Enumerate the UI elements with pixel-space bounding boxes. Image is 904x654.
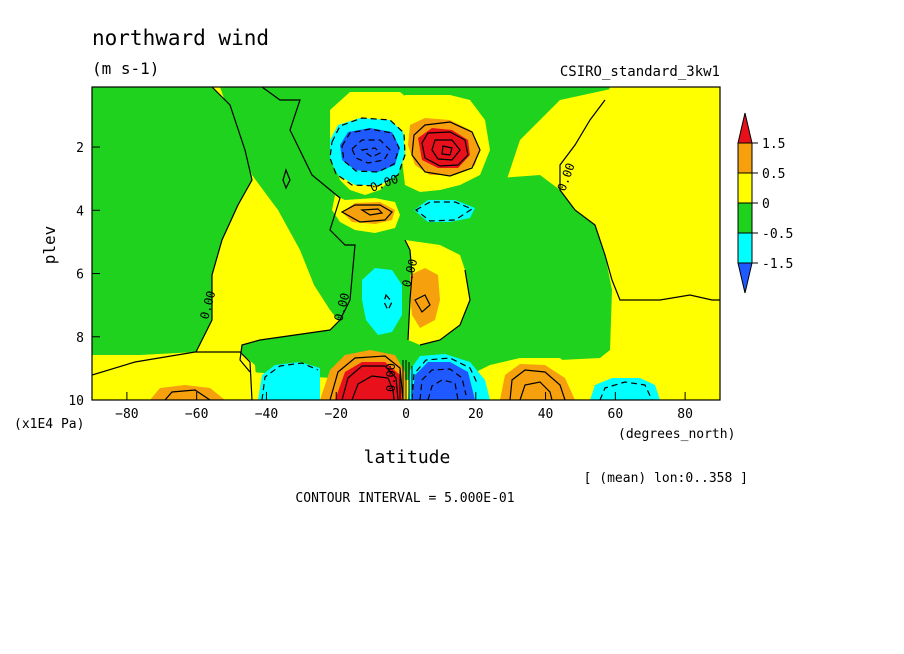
y-tick-label: 6: [76, 268, 84, 283]
colorbar-cyan: [737, 232, 753, 264]
y-tick-label: 2: [76, 141, 84, 156]
contour-interval: CONTOUR INTERVAL = 5.000E-01: [295, 491, 514, 506]
colorbar: 1.5 0.5 0 -0.5 -1.5: [737, 112, 793, 294]
colorbar-label: -1.5: [762, 257, 793, 272]
x-tick-label: −40: [255, 407, 278, 422]
field-positive-east: [560, 87, 720, 300]
field-lower-west-yellow: [92, 352, 258, 400]
x-tick-label: 0: [402, 407, 410, 422]
contours-negative: [261, 117, 653, 400]
y-axis: 2 4 6 8 10: [68, 141, 100, 409]
field-cyan-mid-south: [362, 268, 402, 335]
field-blue-upper: [340, 128, 400, 172]
colorbar-label: 1.5: [762, 137, 785, 152]
y-tick-label: 4: [76, 204, 84, 219]
x-axis-units: (degrees_north): [618, 427, 735, 442]
chart-title: northward wind: [92, 26, 269, 50]
x-tick-label: −80: [115, 407, 138, 422]
y-axis-label: plev: [40, 226, 59, 265]
x-axis: −80 −60 −40 −20 0 20 40 60 80: [115, 392, 693, 422]
y-axis-units: (x1E4 Pa): [14, 417, 84, 432]
x-axis-label: latitude: [364, 447, 451, 468]
contours-positive: [92, 87, 720, 400]
field-blue-low: [412, 362, 475, 400]
y-tick-label: 10: [68, 394, 84, 409]
chart-source: CSIRO_standard_3kw1: [560, 64, 720, 80]
field-cyan-low-se: [590, 378, 660, 400]
contour-label: 0.00: [384, 363, 398, 392]
colorbar-green: [737, 202, 753, 234]
field-orange-mid-north: [410, 268, 440, 328]
x-tick-label: 80: [677, 407, 693, 422]
colorbar-label: 0.5: [762, 167, 785, 182]
chart-units: (m s-1): [92, 59, 159, 78]
colorbar-label: 0: [762, 197, 770, 212]
plot-area: [92, 87, 720, 400]
field-orange-mid-south: [342, 202, 395, 224]
y-tick-label: 8: [76, 331, 84, 346]
colorbar-yellow: [737, 172, 753, 204]
x-tick-label: 40: [538, 407, 554, 422]
colorbar-label: -0.5: [762, 227, 793, 242]
x-tick-label: −20: [324, 407, 347, 422]
field-red-low: [335, 362, 402, 400]
field-red-upper: [418, 128, 470, 168]
x-tick-label: −60: [185, 407, 208, 422]
mean-note: [ (mean) lon:0..358 ]: [584, 471, 748, 486]
colorbar-top-arrow: [737, 112, 753, 144]
x-tick-label: 20: [468, 407, 484, 422]
x-tick-label: 60: [608, 407, 624, 422]
colorbar-bottom-arrow: [737, 262, 753, 294]
colorbar-orange: [737, 142, 753, 174]
